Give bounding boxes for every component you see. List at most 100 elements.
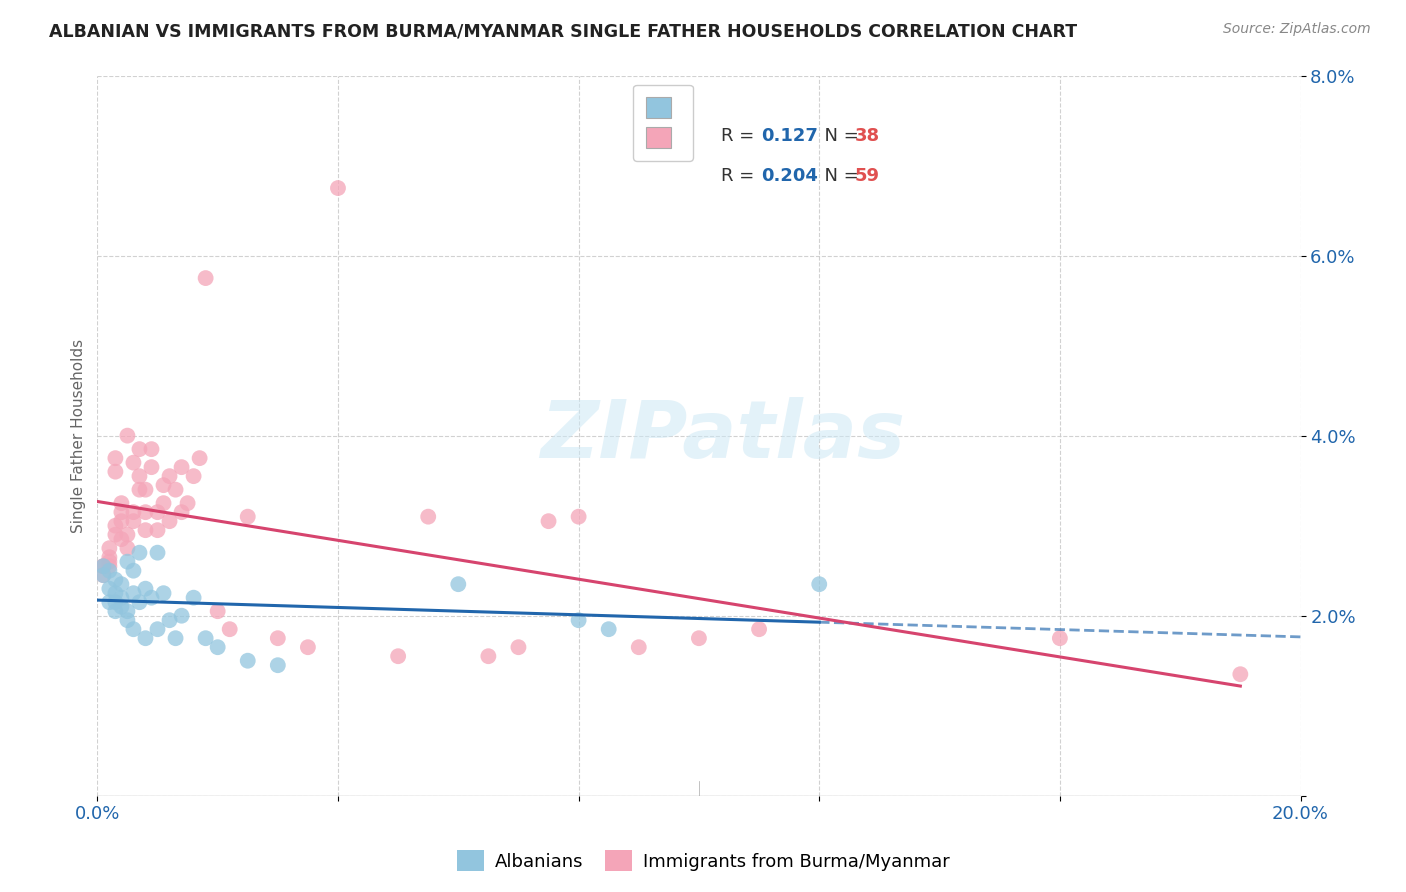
Point xyxy=(98,555,121,569)
Point xyxy=(598,622,620,636)
Point xyxy=(1049,631,1071,645)
Point xyxy=(207,604,229,618)
Point xyxy=(122,505,145,519)
Point xyxy=(170,608,193,623)
Point xyxy=(128,469,150,483)
Point xyxy=(508,640,530,655)
Point xyxy=(117,541,139,556)
Legend: Albanians, Immigrants from Burma/Myanmar: Albanians, Immigrants from Burma/Myanmar xyxy=(450,843,956,879)
Text: N =: N = xyxy=(813,127,865,145)
Y-axis label: Single Father Households: Single Father Households xyxy=(72,339,86,533)
Point xyxy=(170,505,193,519)
Point xyxy=(98,559,121,574)
Point xyxy=(98,595,121,609)
Point xyxy=(104,527,127,541)
Text: R =: R = xyxy=(721,127,761,145)
Point xyxy=(183,591,205,605)
Point xyxy=(98,564,121,578)
Point xyxy=(568,613,591,627)
Point xyxy=(146,622,169,636)
Point xyxy=(146,546,169,560)
Point xyxy=(141,442,163,457)
Point xyxy=(188,451,211,466)
Point xyxy=(146,523,169,537)
Point xyxy=(128,546,150,560)
Text: ALBANIAN VS IMMIGRANTS FROM BURMA/MYANMAR SINGLE FATHER HOUSEHOLDS CORRELATION C: ALBANIAN VS IMMIGRANTS FROM BURMA/MYANMA… xyxy=(49,22,1077,40)
Point xyxy=(1229,667,1251,681)
Point xyxy=(110,532,132,546)
Point xyxy=(93,559,115,574)
Point xyxy=(141,460,163,475)
Point xyxy=(447,577,470,591)
Point xyxy=(98,582,121,596)
Point xyxy=(477,649,499,664)
Point xyxy=(122,564,145,578)
Point xyxy=(537,514,560,528)
Point xyxy=(93,568,115,582)
Point xyxy=(104,451,127,466)
Point xyxy=(194,271,217,285)
Legend: , : , xyxy=(633,85,693,161)
Point xyxy=(128,483,150,497)
Point xyxy=(808,577,831,591)
Point xyxy=(207,640,229,655)
Point xyxy=(98,550,121,565)
Point xyxy=(122,622,145,636)
Point xyxy=(122,586,145,600)
Point xyxy=(98,541,121,556)
Point xyxy=(627,640,650,655)
Point xyxy=(110,505,132,519)
Point xyxy=(326,181,349,195)
Point xyxy=(218,622,240,636)
Point xyxy=(141,591,163,605)
Point xyxy=(110,577,132,591)
Point xyxy=(104,573,127,587)
Point xyxy=(183,469,205,483)
Text: 59: 59 xyxy=(855,167,880,185)
Point xyxy=(104,465,127,479)
Point xyxy=(104,604,127,618)
Text: ZIPatlas: ZIPatlas xyxy=(540,397,905,475)
Point xyxy=(159,613,181,627)
Point xyxy=(152,496,174,510)
Text: 0.204: 0.204 xyxy=(761,167,818,185)
Text: 0.127: 0.127 xyxy=(761,127,818,145)
Point xyxy=(110,599,132,614)
Point xyxy=(236,654,259,668)
Point xyxy=(165,483,187,497)
Point xyxy=(93,559,115,574)
Point xyxy=(134,582,156,596)
Text: R =: R = xyxy=(721,167,761,185)
Point xyxy=(134,631,156,645)
Point xyxy=(128,442,150,457)
Point xyxy=(104,518,127,533)
Point xyxy=(104,595,127,609)
Point xyxy=(134,483,156,497)
Point xyxy=(128,595,150,609)
Text: N =: N = xyxy=(813,167,865,185)
Point xyxy=(134,523,156,537)
Point xyxy=(117,428,139,442)
Point xyxy=(159,514,181,528)
Point xyxy=(117,527,139,541)
Point xyxy=(122,456,145,470)
Point xyxy=(568,509,591,524)
Point xyxy=(93,559,115,574)
Point xyxy=(152,586,174,600)
Text: Source: ZipAtlas.com: Source: ZipAtlas.com xyxy=(1223,22,1371,37)
Point xyxy=(267,631,290,645)
Point xyxy=(93,568,115,582)
Point xyxy=(418,509,440,524)
Point xyxy=(176,496,198,510)
Text: 38: 38 xyxy=(855,127,880,145)
Point xyxy=(104,586,127,600)
Point xyxy=(297,640,319,655)
Point xyxy=(748,622,770,636)
Point xyxy=(159,469,181,483)
Point xyxy=(146,505,169,519)
Point xyxy=(134,505,156,519)
Point xyxy=(152,478,174,492)
Point xyxy=(110,496,132,510)
Point xyxy=(267,658,290,673)
Point xyxy=(165,631,187,645)
